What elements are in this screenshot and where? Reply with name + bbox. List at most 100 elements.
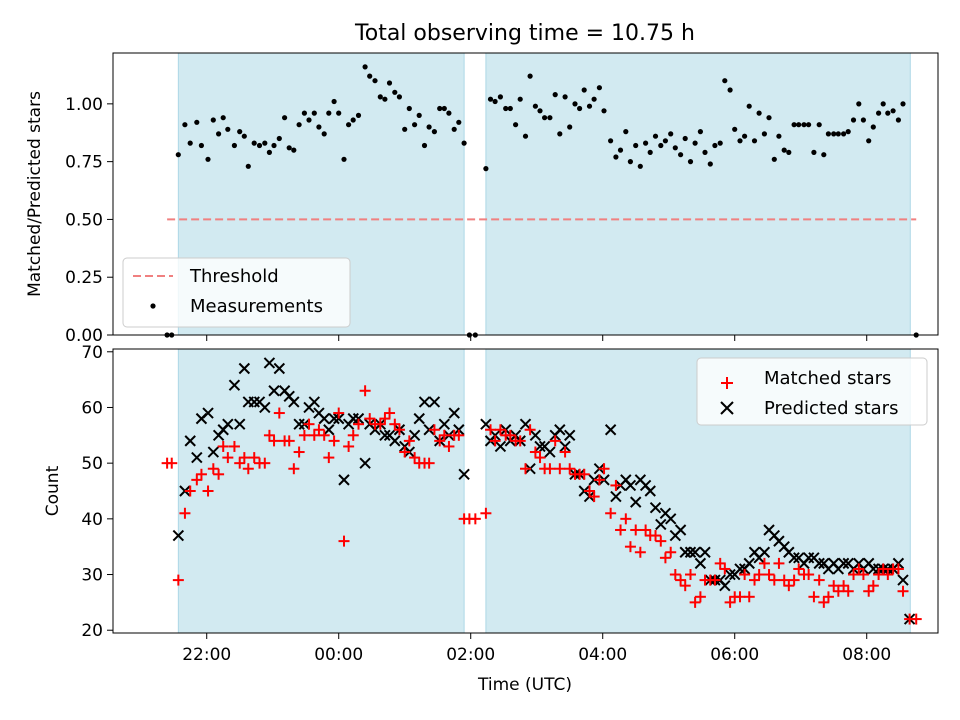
measurement-point [835, 131, 841, 137]
matched-star-point [640, 524, 652, 536]
measurement-point [194, 119, 200, 125]
matched-star-point [202, 485, 214, 497]
measurement-point [316, 124, 322, 130]
matched-star-point [480, 507, 492, 519]
threshold-legend-label: Threshold [189, 266, 279, 287]
matched-star-point [328, 435, 340, 447]
measurement-point [402, 126, 408, 132]
matched-star-point [423, 457, 435, 469]
predicted-star-point [359, 457, 371, 469]
measurement-point [732, 126, 738, 132]
predicted-star-point [333, 412, 345, 425]
measurement-point [547, 115, 553, 121]
measurement-point [821, 152, 827, 158]
measurement-point [286, 145, 292, 151]
measurement-point [668, 131, 674, 137]
predicted-star-point [207, 446, 220, 458]
predicted-star-point [743, 557, 755, 570]
matched-star-point [524, 424, 536, 436]
predicted-star-point [559, 440, 571, 453]
matched-star-point [882, 569, 894, 581]
bottom-y-tick-label: 30 [81, 566, 103, 586]
matched-star-point [867, 580, 879, 592]
measurement-point [811, 149, 817, 155]
predicted-star-point [202, 407, 214, 419]
matched-star-point [578, 468, 590, 480]
measurement-point [796, 122, 802, 128]
matched-star-point [323, 452, 335, 464]
matched-star-point [808, 591, 820, 603]
measurement-point [697, 129, 704, 135]
measurement-point [880, 101, 886, 107]
predicted-star-point [554, 424, 566, 436]
measurement-point [276, 135, 282, 142]
matched-star-point [347, 429, 359, 441]
matched-star-point [768, 574, 780, 586]
matched-star-point [788, 574, 800, 586]
matched-star-point [620, 513, 632, 525]
matched-star-point [689, 596, 701, 608]
x-axis-label: Time (UTC) [477, 675, 572, 695]
matched-star-point [803, 569, 815, 581]
predicted-star-point [308, 396, 321, 408]
matched-star-point [615, 524, 627, 536]
measurement-point [527, 73, 533, 79]
measurement-point [483, 166, 489, 172]
measurement-point [647, 149, 653, 155]
matched-star-point [195, 468, 207, 480]
measurement-point [282, 115, 288, 121]
predicted-star-point [649, 501, 662, 514]
measurement-point [225, 126, 231, 132]
top-legend: Threshold Measurements [122, 257, 351, 328]
predicted-star-point [494, 440, 507, 453]
matched-star-point [403, 435, 415, 447]
measurement-point [237, 129, 243, 135]
bottom-y-tick-label: 50 [81, 454, 103, 474]
measurement-point [895, 117, 902, 123]
predicted-star-point [338, 474, 350, 486]
measurement-point [552, 92, 558, 98]
bottom-y-axis: 20 30 40 50 60 70 [81, 343, 113, 641]
predicted-star-point [191, 451, 203, 464]
measurement-point [187, 140, 193, 146]
matched-star-point [494, 424, 506, 436]
predicted-star-point [263, 357, 276, 369]
matched-star-point [838, 580, 850, 592]
matched-star-point [778, 574, 790, 586]
top-y-axis-label: Matched/Predicted stars [25, 91, 45, 297]
predicted-star-point [624, 479, 637, 492]
measurement-point [271, 142, 277, 149]
x-tick-label: 02:00 [446, 645, 495, 665]
predicted-star-point [564, 429, 576, 442]
measurement-point [251, 140, 257, 146]
matched-star-point [520, 463, 531, 475]
matched-star-point [832, 585, 844, 597]
matched-star-point [438, 429, 450, 441]
x-tick-label: 04:00 [578, 645, 627, 665]
measurement-point [806, 122, 812, 128]
predicted-star-point [644, 485, 656, 497]
measurement-point [816, 122, 822, 128]
predicted-star-point [234, 418, 246, 430]
matched-star-point [544, 463, 556, 475]
bottom-y-tick-label: 20 [81, 621, 103, 641]
observing-window-2 [485, 52, 911, 336]
matched-star-point [393, 424, 405, 436]
measurement-point [198, 142, 204, 149]
measurement-point [336, 110, 342, 116]
measurement-point [350, 117, 356, 123]
matched-star-point [364, 413, 376, 425]
measurements-legend-swatch [150, 303, 156, 309]
measurement-point [377, 94, 383, 100]
measurement-point [537, 108, 543, 114]
measurement-point [637, 163, 643, 169]
measurement-point [532, 103, 539, 109]
measurement-point [866, 138, 872, 144]
predicted-star-point [418, 396, 431, 408]
top-panel: 0.00 0.25 0.50 0.75 1.00 Matched/Predicted s… [25, 52, 939, 346]
measurement-point [522, 133, 529, 139]
measurement-point [367, 73, 373, 79]
matched-star-point [685, 569, 696, 581]
measurement-point [771, 156, 777, 162]
predicted-star-point [519, 418, 532, 430]
